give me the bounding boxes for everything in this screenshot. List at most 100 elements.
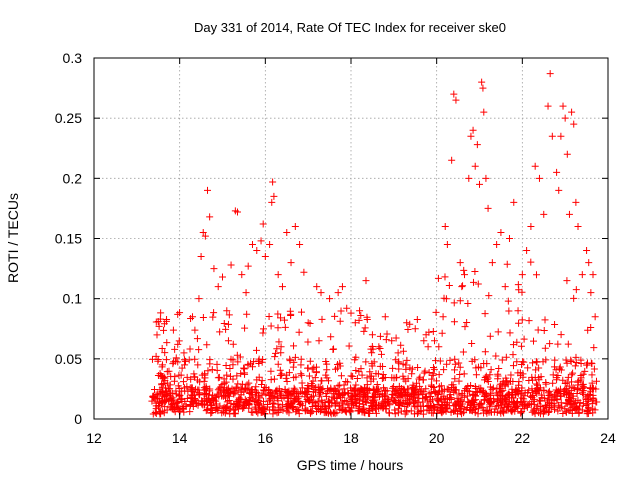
data-point-marker xyxy=(191,355,199,363)
data-point-marker xyxy=(248,391,256,399)
data-point-marker xyxy=(159,373,167,381)
data-point-marker xyxy=(433,396,441,404)
data-point-marker xyxy=(541,316,549,324)
data-point-marker xyxy=(480,396,488,404)
data-point-marker xyxy=(291,353,299,361)
data-point-marker xyxy=(429,328,437,336)
data-point-marker xyxy=(247,386,255,394)
data-point-marker xyxy=(477,384,485,392)
data-point-marker xyxy=(468,397,476,405)
data-point-marker xyxy=(360,391,368,399)
data-point-marker xyxy=(295,328,303,336)
data-point-marker xyxy=(349,372,357,380)
data-point-marker xyxy=(569,384,577,392)
data-point-marker xyxy=(494,328,502,336)
data-point-marker xyxy=(220,319,228,327)
data-point-marker xyxy=(369,406,377,414)
data-point-marker xyxy=(553,168,561,176)
x-tick-label: 20 xyxy=(429,430,445,446)
data-point-marker xyxy=(463,319,471,327)
data-point-marker xyxy=(483,391,491,399)
data-point-marker xyxy=(348,392,356,400)
data-point-marker xyxy=(507,407,515,415)
data-point-marker xyxy=(420,369,428,377)
data-point-marker xyxy=(419,376,427,384)
data-point-marker xyxy=(514,307,522,315)
data-point-marker xyxy=(511,399,519,407)
data-point-marker xyxy=(535,409,543,417)
data-point-marker xyxy=(588,400,596,408)
data-point-marker xyxy=(383,387,391,395)
data-point-marker xyxy=(422,331,430,339)
data-point-marker xyxy=(200,377,208,385)
data-point-marker xyxy=(244,262,252,270)
data-point-marker xyxy=(451,355,459,363)
data-point-marker xyxy=(481,392,489,400)
data-point-marker xyxy=(236,353,244,361)
data-point-marker xyxy=(471,382,479,390)
data-point-marker xyxy=(203,341,211,349)
data-point-marker xyxy=(541,406,549,414)
data-point-marker xyxy=(593,377,601,385)
data-point-marker xyxy=(498,356,506,364)
data-point-marker xyxy=(415,375,423,383)
data-point-marker xyxy=(352,381,360,389)
data-point-marker xyxy=(254,405,262,413)
y-tick-label: 0.2 xyxy=(63,170,83,186)
data-point-marker xyxy=(327,333,335,341)
data-point-marker xyxy=(354,387,362,395)
data-point-marker xyxy=(456,408,464,416)
data-point-marker xyxy=(172,354,180,362)
data-point-marker xyxy=(154,390,162,398)
data-point-marker xyxy=(579,400,587,408)
data-point-marker xyxy=(399,347,407,355)
data-point-marker xyxy=(351,319,359,327)
data-point-marker xyxy=(419,390,427,398)
data-point-marker xyxy=(384,399,392,407)
data-point-marker xyxy=(589,384,597,392)
data-point-marker xyxy=(532,358,540,366)
data-point-marker xyxy=(193,335,201,343)
data-point-marker xyxy=(194,386,202,394)
data-point-marker xyxy=(313,404,321,412)
data-point-marker xyxy=(176,384,184,392)
data-point-marker xyxy=(395,359,403,367)
data-point-marker xyxy=(575,408,583,416)
data-point-marker xyxy=(259,329,267,337)
data-point-marker xyxy=(514,381,522,389)
data-point-marker xyxy=(166,395,174,403)
data-point-marker xyxy=(255,399,263,407)
data-point-marker xyxy=(368,349,376,357)
data-point-marker xyxy=(222,325,230,333)
x-tick-label: 12 xyxy=(86,430,102,446)
data-point-marker xyxy=(460,393,468,401)
data-point-marker xyxy=(343,304,351,312)
data-point-marker xyxy=(309,392,317,400)
data-point-marker xyxy=(220,375,228,383)
data-point-marker xyxy=(555,186,563,194)
data-point-marker xyxy=(471,356,479,364)
data-point-marker xyxy=(276,366,284,374)
data-point-marker xyxy=(199,228,207,236)
data-point-marker xyxy=(488,259,496,267)
data-point-marker xyxy=(357,311,365,319)
data-point-marker xyxy=(588,360,596,368)
data-point-marker xyxy=(468,339,476,347)
data-point-marker xyxy=(204,367,212,375)
data-point-marker xyxy=(331,400,339,408)
data-point-marker xyxy=(482,372,490,380)
data-point-marker xyxy=(366,368,374,376)
y-axis-label: ROTI / TECUs xyxy=(5,193,21,283)
data-point-marker xyxy=(254,399,262,407)
data-point-marker xyxy=(174,340,182,348)
y-tick-label: 0.3 xyxy=(63,50,83,66)
data-point-marker xyxy=(304,397,312,405)
data-point-marker xyxy=(514,281,522,289)
data-point-marker xyxy=(189,313,197,321)
data-point-marker xyxy=(262,390,270,398)
data-point-marker xyxy=(417,386,425,394)
data-point-marker xyxy=(242,289,250,297)
data-point-marker xyxy=(502,396,510,404)
data-point-marker xyxy=(163,379,171,387)
data-point-marker xyxy=(208,366,216,374)
